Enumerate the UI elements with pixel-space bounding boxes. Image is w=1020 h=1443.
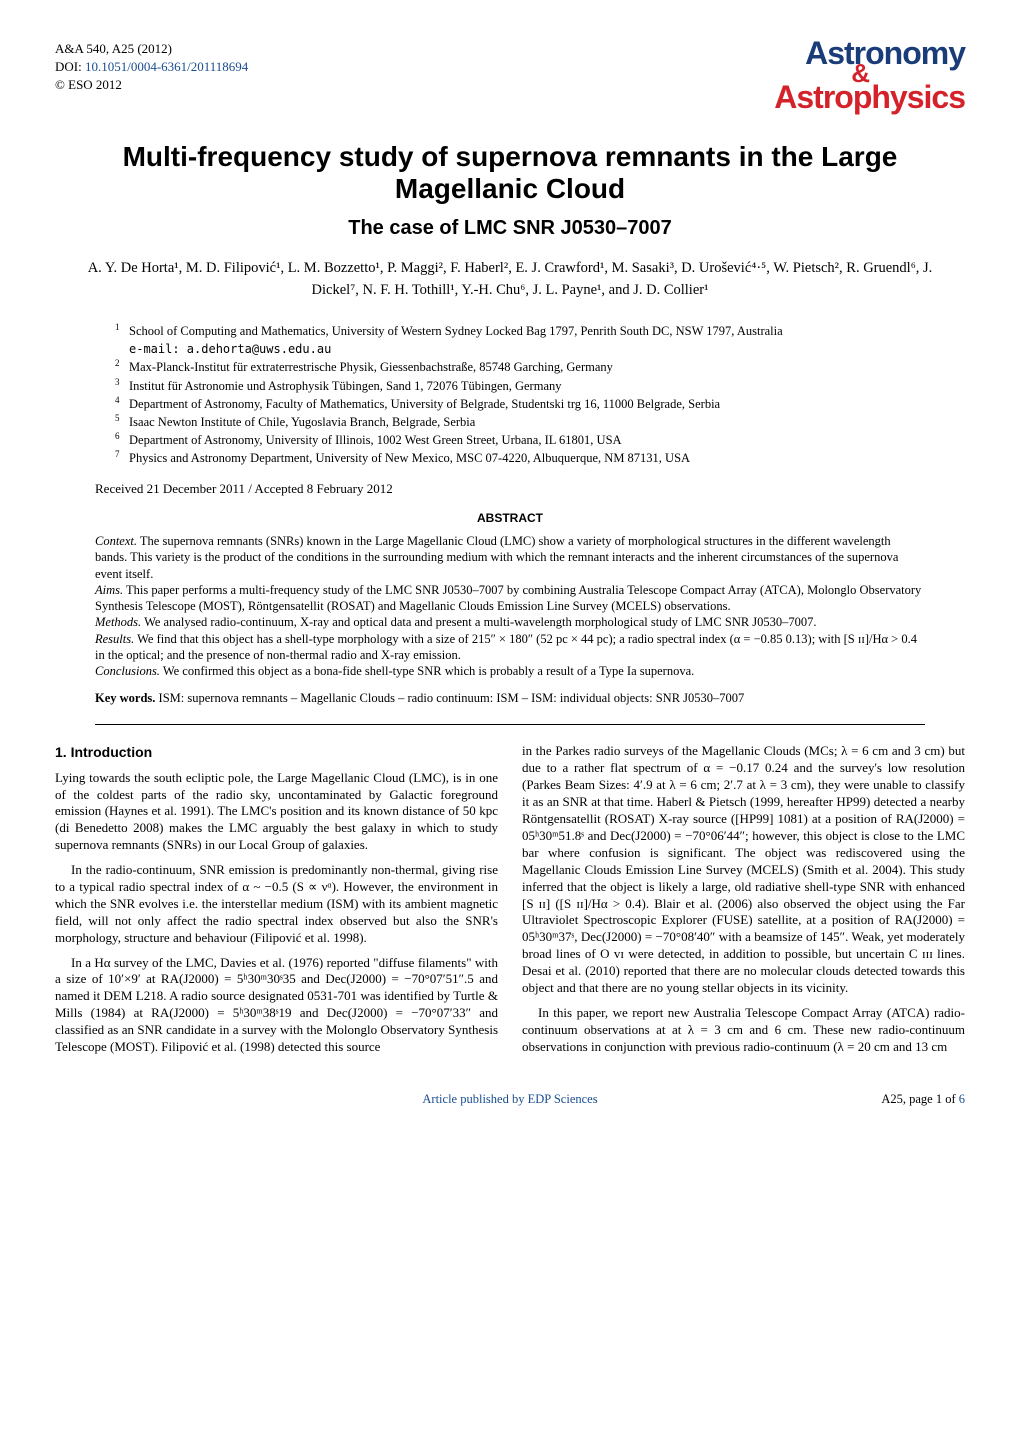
abstract-conclusions: Conclusions. We confirmed this object as… [95,663,925,679]
body-columns: 1. Introduction Lying towards the south … [55,743,965,1063]
publisher-link[interactable]: Article published by EDP Sciences [255,1092,765,1107]
affiliation-text: Isaac Newton Institute of Chile, Yugosla… [129,413,475,431]
doi-link[interactable]: 10.1051/0004-6361/201118694 [85,59,248,74]
footer-spacer [55,1092,255,1107]
journal-copyright: © ESO 2012 [55,76,248,94]
paper-subtitle: The case of LMC SNR J0530–7007 [55,217,965,240]
journal-citation: A&A 540, A25 (2012) [55,40,248,58]
affiliation-text: Max-Planck-Institut für extraterrestrisc… [129,358,613,376]
context-label: Context. [95,534,137,548]
affiliation-2: 2 Max-Planck-Institut für extraterrestri… [115,358,925,376]
journal-doi-line: DOI: 10.1051/0004-6361/201118694 [55,58,248,76]
affiliation-text: Institut für Astronomie und Astrophysik … [129,377,562,395]
body-paragraph: In this paper, we report new Australia T… [522,1005,965,1056]
affiliation-num: 1 [115,321,129,358]
left-column: 1. Introduction Lying towards the south … [55,743,498,1063]
body-paragraph: In a Hα survey of the LMC, Davies et al.… [55,955,498,1056]
affiliation-text: Physics and Astronomy Department, Univer… [129,449,690,467]
affiliation-7: 7 Physics and Astronomy Department, Univ… [115,449,925,467]
abstract-heading: ABSTRACT [55,511,965,525]
paper-title: Multi-frequency study of supernova remna… [55,141,965,205]
results-label: Results. [95,632,134,646]
body-paragraph: in the Parkes radio surveys of the Magel… [522,743,965,996]
affiliation-text: Department of Astronomy, Faculty of Math… [129,395,720,413]
affiliation-email: e-mail: a.dehorta@uws.edu.au [129,342,331,356]
affiliation-num: 7 [115,448,129,466]
logo-astronomy: Astronomy [805,35,965,71]
affiliation-num: 3 [115,376,129,394]
affiliation-6: 6 Department of Astronomy, University of… [115,431,925,449]
affiliation-4: 4 Department of Astronomy, Faculty of Ma… [115,395,925,413]
affiliation-3: 3 Institut für Astronomie und Astrophysi… [115,377,925,395]
conclusions-text: We confirmed this object as a bona-fide … [160,664,694,678]
affiliation-num: 2 [115,357,129,375]
aims-label: Aims. [95,583,123,597]
affiliation-text: School of Computing and Mathematics, Uni… [129,322,783,359]
affiliation-5: 5 Isaac Newton Institute of Chile, Yugos… [115,413,925,431]
header-row: A&A 540, A25 (2012) DOI: 10.1051/0004-63… [55,40,965,111]
results-text: We find that this object has a shell-typ… [95,632,917,662]
keywords-label: Key words. [95,691,155,705]
section-1-heading: 1. Introduction [55,743,498,761]
affiliation-num: 6 [115,430,129,448]
affiliation-num: 4 [115,394,129,412]
journal-logo: Astronomy & Astrophysics [774,40,965,111]
body-paragraph: Lying towards the south ecliptic pole, t… [55,770,498,854]
journal-info: A&A 540, A25 (2012) DOI: 10.1051/0004-63… [55,40,248,95]
aims-text: This paper performs a multi-frequency st… [95,583,921,613]
doi-label: DOI: [55,59,85,74]
divider [95,724,925,725]
logo-astrophysics: Astrophysics [774,79,965,115]
affiliation-num: 5 [115,412,129,430]
abstract-aims: Aims. This paper performs a multi-freque… [95,582,925,615]
affiliation-1: 1 School of Computing and Mathematics, U… [115,322,925,359]
affiliation-main: School of Computing and Mathematics, Uni… [129,324,783,338]
abstract-block: Context. The supernova remnants (SNRs) k… [95,533,925,679]
conclusions-label: Conclusions. [95,664,160,678]
abstract-results: Results. We find that this object has a … [95,631,925,664]
body-paragraph: In the radio-continuum, SNR emission is … [55,862,498,946]
context-text: The supernova remnants (SNRs) known in t… [95,534,898,581]
page-footer: Article published by EDP Sciences A25, p… [55,1092,965,1107]
received-accepted-dates: Received 21 December 2011 / Accepted 8 F… [95,481,925,497]
methods-text: We analysed radio-continuum, X-ray and o… [141,615,816,629]
affiliations-block: 1 School of Computing and Mathematics, U… [115,322,925,467]
page-number: A25, page 1 of 6 [765,1092,965,1107]
abstract-context: Context. The supernova remnants (SNRs) k… [95,533,925,582]
abstract-methods: Methods. We analysed radio-continuum, X-… [95,614,925,630]
keywords-text: ISM: supernova remnants – Magellanic Clo… [155,691,744,705]
affiliation-text: Department of Astronomy, University of I… [129,431,622,449]
right-column: in the Parkes radio surveys of the Magel… [522,743,965,1063]
authors-list: A. Y. De Horta¹, M. D. Filipović¹, L. M.… [85,258,935,302]
keywords-line: Key words. ISM: supernova remnants – Mag… [95,691,925,706]
page-total-link[interactable]: 6 [959,1092,965,1106]
methods-label: Methods. [95,615,141,629]
